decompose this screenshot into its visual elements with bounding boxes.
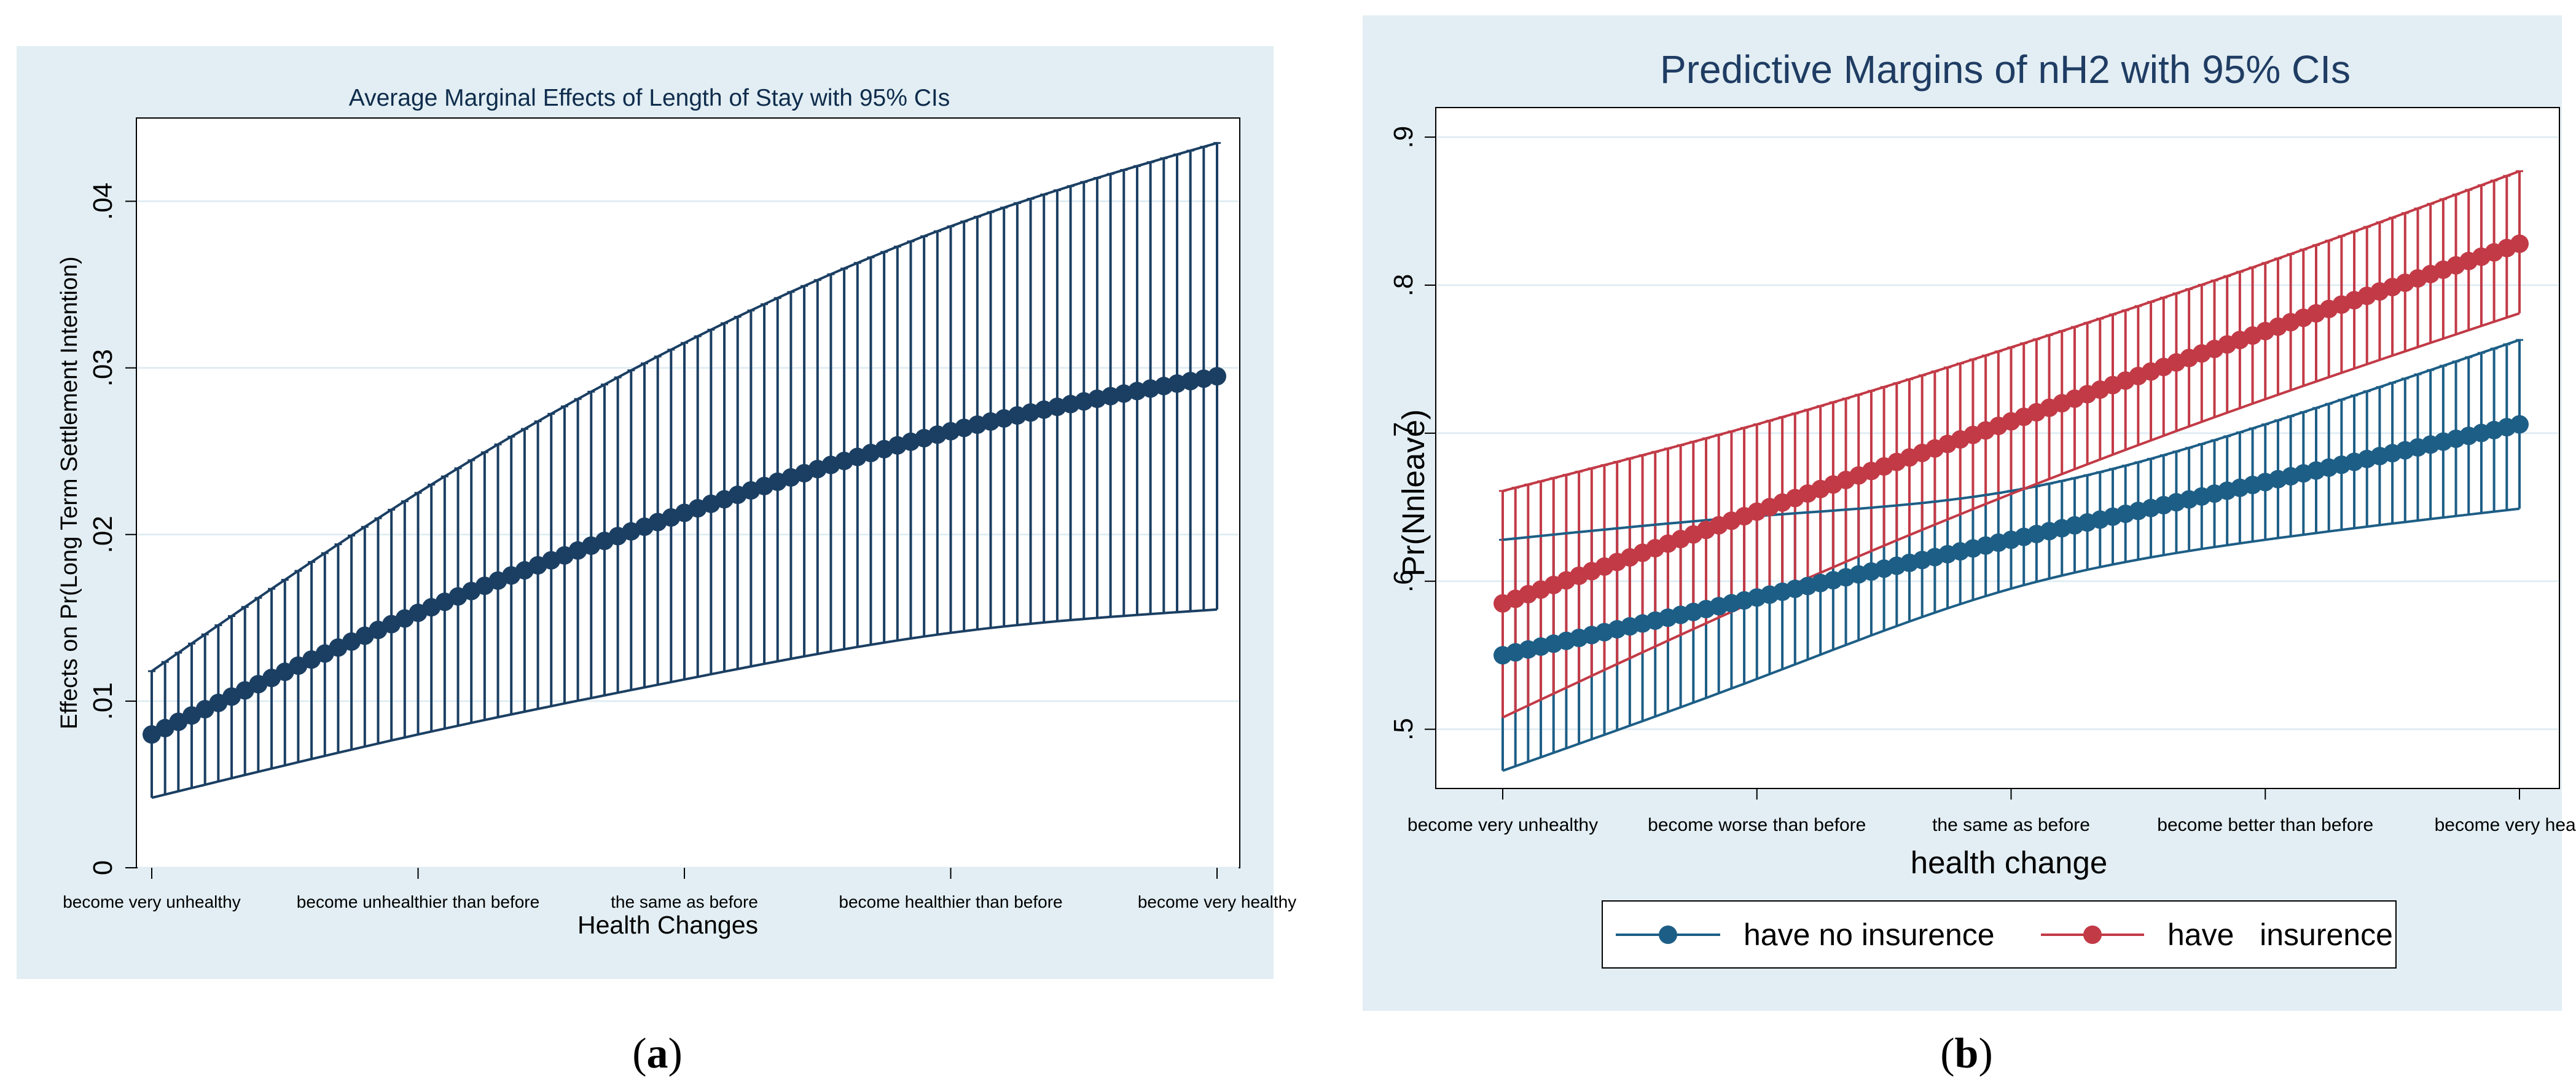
panel-b-letter: b xyxy=(1955,1030,1979,1077)
panel-a-ci-curves xyxy=(151,141,1218,800)
panel-b-label: (b) xyxy=(1940,1030,1993,1077)
b-ci-upper-curve-0 xyxy=(1502,339,2520,541)
a-data-point xyxy=(1208,367,1226,386)
legend-label-no-insurance: have no insurence xyxy=(1744,918,1995,952)
b-ytick-label: .9 xyxy=(1388,126,1419,149)
a-xtick-label: become very healthy xyxy=(1138,892,1296,911)
a-xtick-label: become unhealthier than before xyxy=(297,892,539,911)
panel-b-points xyxy=(1494,234,2529,665)
b-xtick-label: become very unhealthy xyxy=(1407,815,1598,835)
panel-b-legend: have no insurence have insurence xyxy=(1602,900,2397,969)
b-ci-lower-curve-0 xyxy=(1502,507,2520,772)
b-data-point xyxy=(2510,234,2529,253)
a-xtick-label: become healthier than before xyxy=(839,892,1062,911)
legend-swatch-marker-no-insurance xyxy=(1659,926,1677,944)
b-xtick-label: become very healthy xyxy=(2435,815,2576,835)
a-ytick-label: .01 xyxy=(88,682,118,720)
b-xtick-label: become better than before xyxy=(2157,815,2373,835)
panel-a-letter: a xyxy=(647,1030,668,1077)
b-ytick-label: .8 xyxy=(1388,274,1419,297)
b-xtick-label: become worse than before xyxy=(1648,815,1866,835)
a-ytick-label: .04 xyxy=(88,183,118,220)
a-ci-upper-curve-0 xyxy=(151,141,1218,672)
panel-b-axes: .5 .6 .7 .8 .9 become very unhealthy become wo… xyxy=(1388,126,2576,835)
panel-b: .5 .6 .7 .8 .9 become very unhealthy become wo… xyxy=(1363,15,2576,1077)
b-data-point xyxy=(2510,415,2529,434)
panel-a-plot-area xyxy=(136,117,1240,868)
a-ytick-label: .03 xyxy=(88,349,118,387)
panel-b-xlabel: health change xyxy=(1911,845,2107,880)
b-ci-lower-curve-1 xyxy=(1502,312,2520,719)
panel-a-label: (a) xyxy=(632,1030,683,1077)
panel-a: 0 .01 .02 .03 .04 become very unhealthy become… xyxy=(17,46,1296,1077)
legend-box xyxy=(1602,900,2397,969)
legend-swatch-marker-insurance xyxy=(2083,926,2102,944)
b-ytick-label: .7 xyxy=(1388,422,1419,445)
b-ytick-label: .6 xyxy=(1388,570,1419,592)
b-ytick-label: .5 xyxy=(1388,718,1419,741)
panel-b-ci-curves xyxy=(1502,170,2520,772)
panel-a-ylabel: Effects on Pr(Long Term Settlement Inten… xyxy=(57,256,82,729)
a-ytick-label: .02 xyxy=(88,516,118,553)
b-ci-upper-curve-1 xyxy=(1502,170,2520,492)
a-xtick-label: become very unhealthy xyxy=(63,892,241,911)
legend-label-insurance: have insurence xyxy=(2167,918,2393,952)
a-ci-lower-curve-0 xyxy=(151,608,1218,800)
a-xtick-label: the same as before xyxy=(611,892,758,911)
panel-a-axes: 0 .01 .02 .03 .04 become very unhealthy become… xyxy=(63,183,1296,911)
b-xtick-label: the same as before xyxy=(1932,815,2090,835)
panel-a-title: Average Marginal Effects of Length of St… xyxy=(349,85,950,111)
panel-a-xlabel: Health Changes xyxy=(577,911,758,939)
panel-a-points xyxy=(143,367,1226,744)
panel-b-ylabel: Pr(Nnleave) xyxy=(1396,409,1431,576)
a-ytick-label: 0 xyxy=(88,860,118,875)
panel-b-title: Predictive Margins of nH2 with 95% CIs xyxy=(1660,47,2351,92)
panel-a-gridlines xyxy=(138,200,1239,869)
